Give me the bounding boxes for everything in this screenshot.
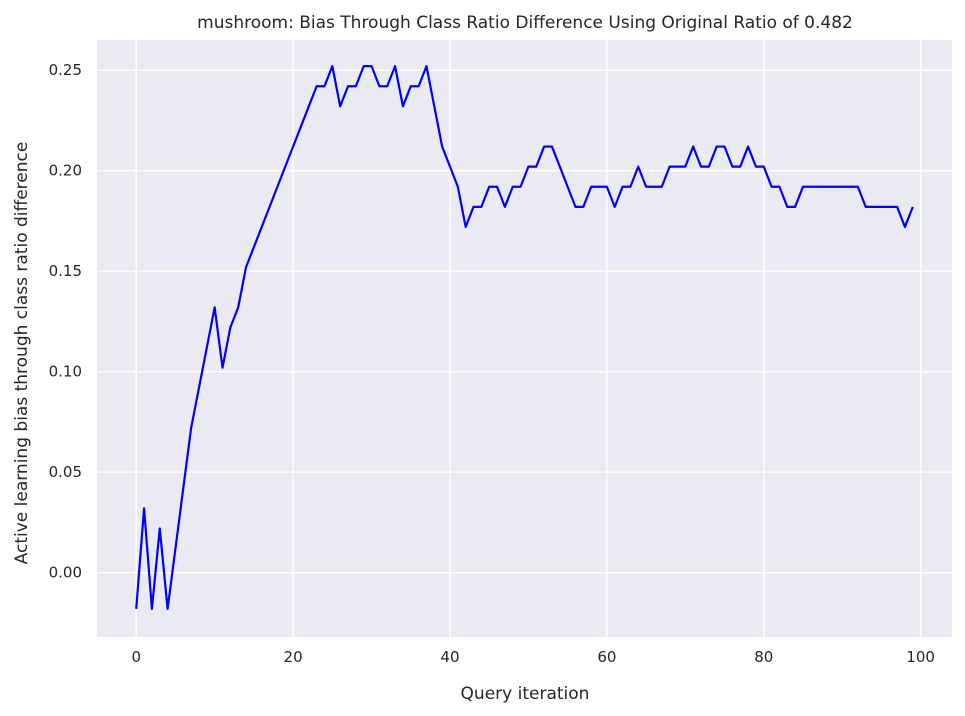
x-axis-ticks: 0 20 40 60 80 100: [131, 648, 934, 666]
y-tick-label: 0.00: [49, 564, 82, 582]
x-tick-label: 80: [754, 648, 773, 666]
x-tick-label: 100: [906, 648, 935, 666]
y-axis-ticks: 0.00 0.05 0.10 0.15 0.20 0.25: [49, 61, 82, 582]
y-tick-label: 0.10: [49, 363, 82, 381]
x-tick-label: 60: [597, 648, 616, 666]
x-axis-label: Query iteration: [461, 684, 590, 704]
grid-lines: [97, 40, 952, 637]
x-tick-label: 20: [284, 648, 303, 666]
x-tick-label: 0: [131, 648, 141, 666]
y-tick-label: 0.20: [49, 162, 82, 180]
y-tick-label: 0.05: [49, 463, 82, 481]
plot-area: [97, 40, 952, 637]
y-tick-label: 0.15: [49, 262, 82, 280]
series-line: [135, 65, 914, 610]
y-tick-label: 0.25: [49, 61, 82, 79]
y-axis-label: Active learning bias through class ratio…: [12, 142, 32, 565]
x-tick-label: 40: [440, 648, 459, 666]
chart-title: mushroom: Bias Through Class Ratio Diffe…: [197, 13, 853, 33]
